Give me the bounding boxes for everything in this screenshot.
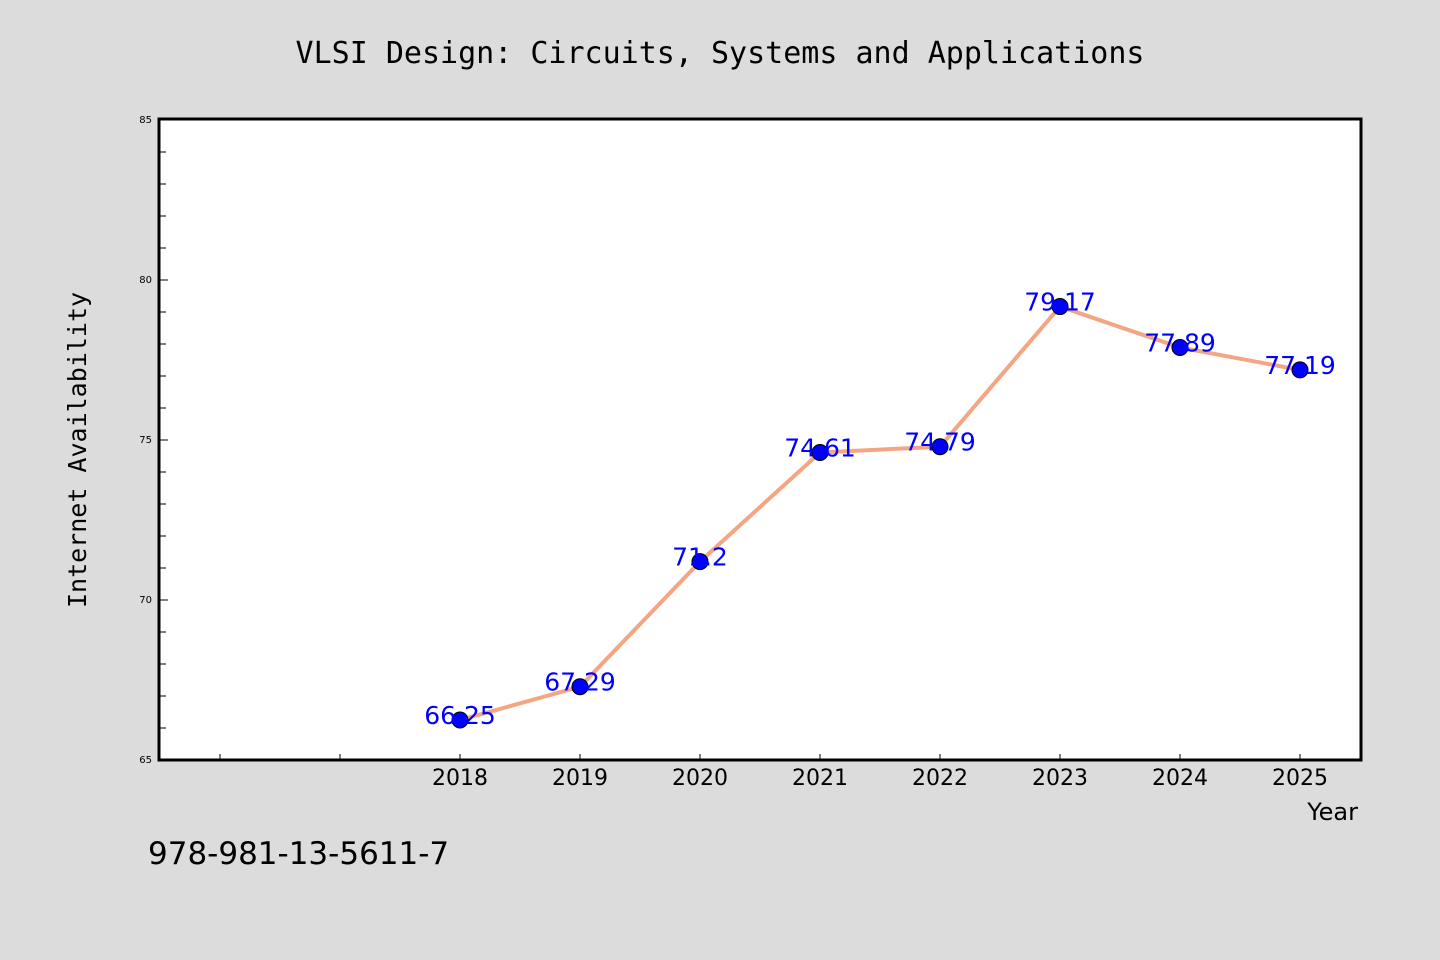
series-layer <box>451 298 1309 729</box>
x-tick-label: 2022 <box>912 766 968 791</box>
x-tick-label: 2019 <box>552 766 608 791</box>
x-tick-label: 2021 <box>792 766 848 791</box>
x-tick-label: 2024 <box>1152 766 1208 791</box>
y-tick-label: 80 <box>139 275 152 286</box>
x-axis-label: Year <box>1306 798 1358 826</box>
isbn-footer: 978-981-13-5611-7 <box>148 836 449 872</box>
data-label: 79.17 <box>1024 288 1096 317</box>
plot-area <box>157 117 1363 762</box>
data-point <box>1291 361 1309 379</box>
data-label: 67.29 <box>544 668 616 697</box>
data-point <box>571 678 589 696</box>
data-label: 74.79 <box>904 428 976 457</box>
data-label: 71.2 <box>672 543 728 572</box>
y-axis: 65 70 75 80 85 <box>139 115 168 766</box>
y-tick-label: 75 <box>139 435 152 446</box>
data-label: 77.89 <box>1144 329 1216 358</box>
x-tick-label: 2020 <box>672 766 728 791</box>
x-tick-label: 2023 <box>1032 766 1088 791</box>
x-tick-label: 2025 <box>1272 766 1328 791</box>
data-point <box>1051 298 1069 316</box>
data-label: 74.61 <box>784 433 856 462</box>
data-point <box>1171 339 1189 357</box>
y-tick-label: 70 <box>139 595 152 606</box>
data-label: 77.19 <box>1264 351 1336 380</box>
chart-title: VLSI Design: Circuits, Systems and Appli… <box>296 36 1145 71</box>
data-point <box>931 438 949 456</box>
data-label: 66.25 <box>424 701 496 730</box>
data-point <box>691 553 709 571</box>
x-axis: 2018 2019 2020 2021 2022 2023 2024 2025 <box>219 754 1328 791</box>
data-point <box>811 443 829 461</box>
x-tick-label: 2018 <box>432 766 488 791</box>
y-tick-label: 65 <box>139 755 152 766</box>
series-line <box>459 304 1301 722</box>
data-labels: 66.25 67.29 71.2 74.61 74.79 79.17 77.89 77.19 <box>424 288 1336 730</box>
y-tick-label: 85 <box>139 115 152 126</box>
y-axis-label: Internet Availability <box>63 292 92 608</box>
data-point <box>451 711 469 729</box>
